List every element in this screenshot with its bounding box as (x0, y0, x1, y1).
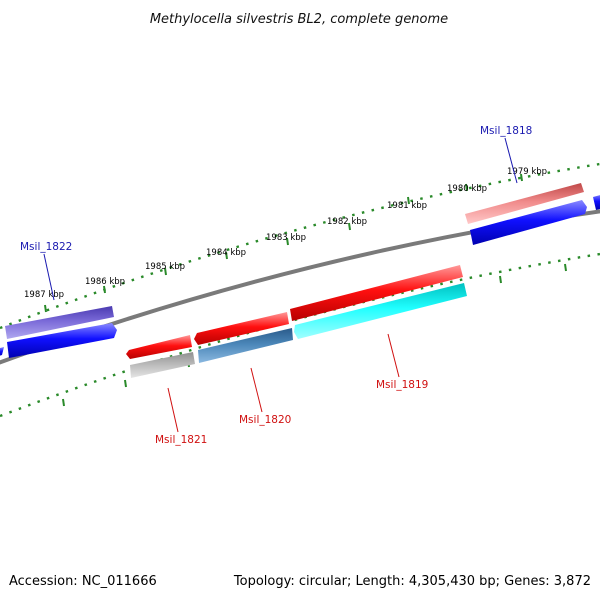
ruler-label: 1986 kbp (85, 277, 125, 287)
ruler-tick (62, 398, 65, 407)
gene-msil-1821-gray[interactable] (130, 352, 195, 378)
gene-red-reverse-2[interactable] (126, 335, 192, 359)
gene-msil-1820-steel[interactable] (198, 328, 293, 363)
gene-right-edge-blue[interactable] (593, 194, 600, 210)
ruler-tick (564, 263, 567, 272)
leader-msil-1819 (387, 333, 400, 378)
ruler-tick (225, 251, 228, 260)
gene-msil-1819-cyan[interactable] (294, 283, 467, 339)
ruler-label: 1987 kbp (24, 290, 64, 300)
ruler-outer (0, 162, 600, 330)
ruler-outer-dots (0, 162, 600, 330)
gene-msil-1822-purple[interactable] (5, 306, 114, 339)
gene-left-edge-blue[interactable] (0, 347, 4, 357)
ruler-label: 1982 kbp (327, 217, 367, 227)
ruler-tick (520, 173, 523, 182)
gene-label-msil-1821[interactable]: Msil_1821 (155, 434, 207, 446)
gene-msil-1818-blue[interactable] (470, 200, 587, 245)
leader-msil-1822 (43, 253, 55, 301)
topology-text: Topology: circular; Length: 4,305,430 bp… (233, 574, 591, 589)
ruler-label: 1983 kbp (266, 233, 306, 243)
ruler-label: 1981 kbp (387, 201, 427, 211)
ruler-label: 1985 kbp (145, 262, 185, 272)
gene-red-reverse-1[interactable] (194, 312, 289, 345)
leader-msil-1820 (250, 367, 263, 413)
ruler-tick (124, 379, 127, 388)
gene-red-forward[interactable] (290, 265, 463, 321)
ruler-tick (103, 285, 106, 294)
gene-label-msil-1820[interactable]: Msil_1820 (239, 414, 291, 426)
accession-text: Accession: NC_011666 (9, 574, 157, 589)
map-title: Methylocella silvestris BL2, complete ge… (150, 12, 448, 27)
ruler-tick (44, 304, 47, 313)
gene-msil-1822-blue[interactable] (7, 323, 117, 358)
ruler-tick (499, 275, 502, 284)
ruler-tick (286, 237, 289, 246)
ruler-tick (348, 222, 351, 231)
gene-msil-1818-pink[interactable] (465, 183, 584, 224)
ruler-tick (164, 267, 167, 276)
ruler-label: 1984 kbp (206, 248, 246, 258)
ruler-label: 1980 kbp (447, 184, 487, 194)
gene-label-msil-1822[interactable]: Msil_1822 (20, 241, 72, 253)
leader-msil-1818 (504, 137, 518, 184)
ruler-tick (407, 196, 410, 205)
leader-msil-1821 (167, 387, 179, 433)
gene-label-msil-1819[interactable]: Msil_1819 (376, 379, 428, 391)
gene-label-msil-1818[interactable]: Msil_1818 (480, 125, 532, 137)
ruler-label: 1979 kbp (507, 167, 547, 177)
ruler-tick (465, 183, 468, 192)
